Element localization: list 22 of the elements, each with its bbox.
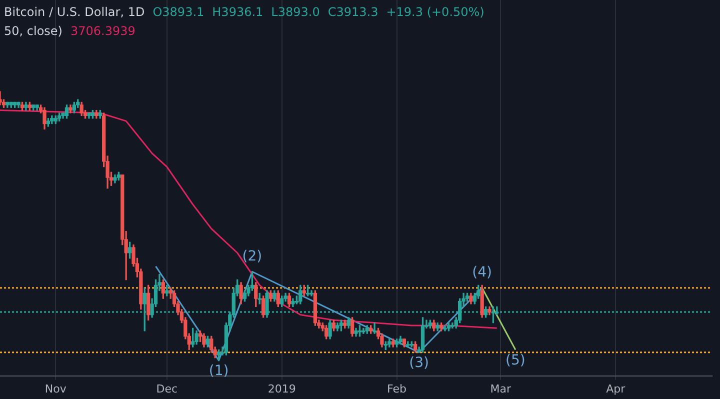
x-tick-label: Mar xyxy=(490,382,512,396)
candlestick xyxy=(443,325,447,332)
x-tick-label: Feb xyxy=(387,382,407,396)
text: +19.3 (+0.50%) xyxy=(386,5,484,19)
x-tick-label: Apr xyxy=(606,382,626,396)
candlestick xyxy=(310,290,314,296)
text: L3893.0 xyxy=(271,5,320,19)
candlestick xyxy=(372,322,376,334)
annotation: (5) xyxy=(506,352,526,368)
annotation: (4) xyxy=(472,264,492,280)
x-tick-label: Nov xyxy=(44,382,67,396)
chart-title: Bitcoin / U.S. Dollar, 1D xyxy=(4,5,145,19)
text: 3706.3939 xyxy=(70,24,136,38)
x-tick-label: 2019 xyxy=(268,382,296,396)
annotation: (3) xyxy=(409,355,429,372)
x-tick-label: Dec xyxy=(156,382,178,396)
text: O3893.1 xyxy=(152,5,204,19)
annotation: (2) xyxy=(242,248,262,264)
annotation: (1) xyxy=(208,363,229,380)
text: C3913.3 xyxy=(328,5,378,19)
text: H3936.1 xyxy=(212,5,264,19)
text: 50, close) xyxy=(4,24,62,38)
